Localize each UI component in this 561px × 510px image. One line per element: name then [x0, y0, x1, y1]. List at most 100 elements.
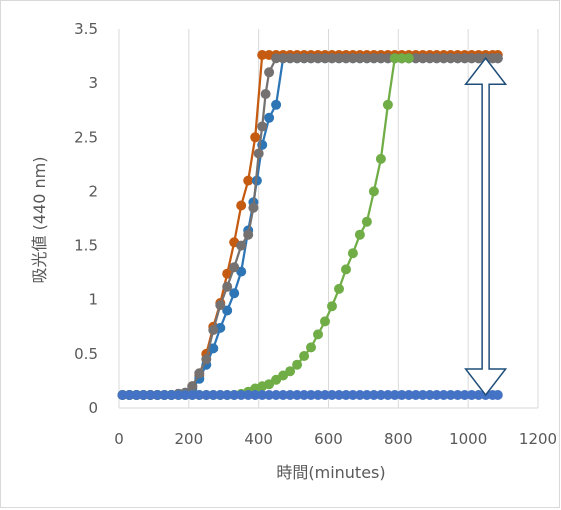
data-point [354, 53, 365, 64]
data-point [124, 390, 135, 400]
data-point [292, 359, 303, 370]
data-point [278, 53, 289, 64]
data-point [253, 148, 264, 159]
data-point [299, 390, 310, 400]
x-axis-title: 時間(minutes) [276, 463, 385, 482]
y-tick-label: 2.5 [74, 128, 98, 146]
data-point [194, 368, 205, 379]
x-tick-label: 0 [114, 430, 124, 448]
data-point [389, 53, 400, 64]
data-point [222, 268, 233, 279]
data-point [452, 390, 463, 400]
data-point [382, 390, 393, 400]
data-point [299, 351, 310, 361]
data-point [313, 390, 323, 400]
data-point [208, 390, 219, 400]
data-point [466, 53, 477, 64]
data-point [222, 281, 233, 292]
data-point [424, 390, 435, 400]
data-point [292, 390, 303, 400]
data-point [438, 53, 449, 64]
data-point [452, 53, 463, 64]
data-point [313, 329, 323, 340]
data-point [278, 390, 289, 400]
data-point [222, 305, 233, 316]
data-point [438, 390, 449, 400]
data-point [145, 390, 156, 400]
data-point [341, 53, 351, 64]
data-point [431, 390, 442, 400]
data-point [229, 390, 240, 400]
data-point [347, 248, 358, 259]
annotation-group [464, 57, 508, 397]
data-point [271, 390, 282, 400]
data-point [260, 89, 271, 99]
data-point [299, 53, 310, 64]
y-tick-label: 0.5 [74, 345, 98, 363]
data-point [229, 262, 240, 273]
data-point [208, 343, 219, 354]
data-point [403, 53, 414, 64]
data-point [341, 264, 351, 275]
data-point [473, 53, 484, 64]
data-point [285, 53, 296, 64]
data-point [459, 390, 470, 400]
data-point [459, 53, 470, 64]
data-point [257, 390, 268, 400]
data-point [194, 390, 205, 400]
data-point [375, 390, 386, 400]
grid [118, 29, 539, 409]
data-point [334, 390, 344, 400]
data-point [341, 390, 351, 400]
data-point [492, 53, 503, 64]
data-point [250, 132, 261, 143]
data-point [285, 366, 296, 377]
y-tick-label: 3.5 [74, 20, 98, 38]
y-tick-label: 1 [88, 291, 98, 309]
data-point [492, 390, 503, 400]
data-point [250, 390, 261, 400]
x-axis-ticks: 0 200 400 600 800 1000 1200 [114, 430, 557, 448]
data-point [236, 390, 247, 400]
data-point [173, 390, 184, 400]
data-point [264, 112, 275, 123]
data-point [292, 53, 303, 64]
data-point [382, 53, 393, 64]
data-point [445, 390, 456, 400]
data-point [201, 390, 212, 400]
x-tick-label: 1200 [519, 430, 557, 448]
data-point [264, 67, 275, 78]
data-point [424, 53, 435, 64]
x-tick-label: 600 [314, 430, 343, 448]
y-axis-ticks: 0 0.5 1 1.5 2 2.5 3 3.5 [74, 20, 98, 417]
data-point [327, 301, 337, 312]
data-point [361, 53, 372, 64]
data-point [389, 390, 400, 400]
data-point [410, 390, 421, 400]
data-point [215, 300, 226, 311]
data-point [208, 325, 219, 335]
series-group [117, 50, 503, 400]
data-point [354, 390, 365, 400]
data-point [215, 390, 226, 400]
data-point [243, 229, 254, 240]
data-point [201, 354, 212, 365]
data-point [368, 390, 379, 400]
data-point [138, 390, 149, 400]
data-point [306, 342, 316, 353]
series-line [122, 57, 409, 397]
data-point [229, 288, 240, 299]
y-tick-label: 1.5 [74, 237, 98, 255]
data-point [187, 381, 198, 392]
data-point [187, 390, 198, 400]
data-point [375, 53, 386, 64]
x-tick-label: 800 [384, 430, 413, 448]
data-point [243, 390, 254, 400]
data-point [271, 53, 282, 64]
data-point [222, 390, 233, 400]
data-point [236, 200, 247, 211]
data-point [368, 53, 379, 64]
data-point [417, 390, 428, 400]
